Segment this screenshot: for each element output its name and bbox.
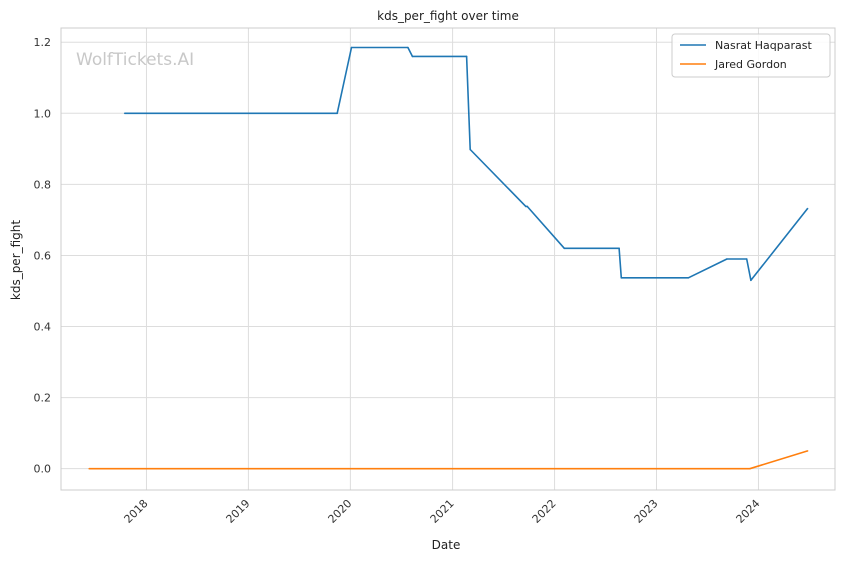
data-point-nasrat-haqparast [407,46,409,49]
y-tick-label: 0.0 [34,463,52,476]
y-tick-label: 0.6 [34,249,52,262]
data-point-nasrat-haqparast [411,55,414,58]
y-tick-label: 1.0 [34,107,52,120]
data-point-jared-gordon [88,467,90,470]
data-point-nasrat-haqparast [465,55,468,58]
legend-label-nasrat-haqparast: Nasrat Haqparast [715,39,812,52]
data-point-nasrat-haqparast [563,247,566,250]
legend-box [671,33,831,78]
data-point-nasrat-haqparast [750,279,752,282]
y-tick-label: 0.2 [34,392,52,405]
data-point-nasrat-haqparast [469,148,472,151]
data-point-nasrat-haqparast [618,247,620,250]
data-point-nasrat-haqparast [123,112,126,115]
data-point-nasrat-haqparast [806,207,809,210]
data-point-nasrat-haqparast [726,258,728,260]
data-point-nasrat-haqparast [526,205,528,208]
series-layer [88,46,809,470]
data-point-nasrat-haqparast [350,46,353,49]
chart-title: kds_per_fight over time [377,9,519,23]
data-point-nasrat-haqparast [687,277,690,279]
plot-frame [60,27,836,491]
y-tick-label: 1.2 [34,36,52,49]
data-point-nasrat-haqparast [525,205,527,208]
legend-label-jared-gordon: Jared Gordon [714,58,787,71]
legend: Nasrat Haqparast Jared Gordon [671,33,831,78]
data-point-jared-gordon [806,450,809,452]
x-axis-title: Date [432,538,461,552]
y-tick-label: 0.4 [34,321,52,334]
data-point-nasrat-haqparast [336,112,339,115]
y-axis-title: kds_per_fight [9,220,23,301]
watermark: WolfTickets.AI [76,50,194,70]
data-point-jared-gordon [749,467,751,470]
data-point-nasrat-haqparast [745,258,748,260]
data-point-nasrat-haqparast [620,277,623,279]
y-tick-label: 0.8 [34,178,52,191]
